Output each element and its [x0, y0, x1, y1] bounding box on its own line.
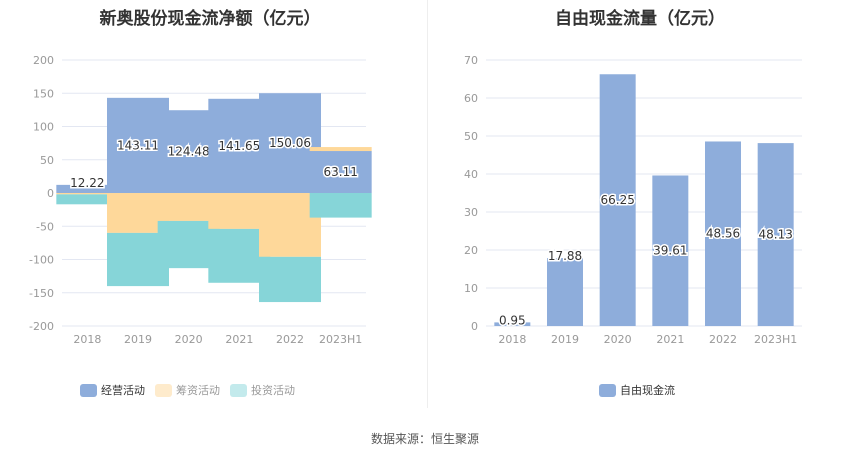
legend-swatch — [80, 383, 97, 397]
legend-item-financing[interactable]: 筹资活动 — [155, 382, 220, 398]
y-tick-label: 30 — [464, 206, 478, 219]
data-label: 124.48 — [168, 145, 210, 159]
x-tick-label: 2019 — [551, 333, 579, 346]
bar-筹资活动 — [56, 193, 119, 195]
y-tick-label: 50 — [464, 130, 478, 143]
data-label: 143.11 — [117, 138, 159, 152]
y-tick-label: -50 — [36, 220, 54, 233]
data-label: 17.88 — [548, 249, 582, 263]
legend-label: 投资活动 — [251, 384, 295, 397]
x-tick-label: 2021 — [656, 333, 684, 346]
y-tick-label: 0 — [47, 187, 54, 200]
y-tick-label: 150 — [33, 87, 54, 100]
bar-筹资活动 — [309, 147, 372, 152]
bar-自由现金流 — [705, 141, 741, 326]
legend-label: 经营活动 — [101, 384, 145, 397]
y-tick-label: -100 — [29, 254, 54, 267]
y-tick-label: 100 — [33, 121, 54, 134]
y-tick-label: 50 — [40, 154, 54, 167]
legend-item-fcf[interactable]: 自由现金流 — [599, 382, 675, 398]
y-tick-label: 200 — [33, 54, 54, 67]
data-label: 63.11 — [323, 165, 357, 179]
divider — [427, 0, 428, 408]
y-tick-label: 40 — [464, 168, 478, 181]
y-tick-label: 20 — [464, 244, 478, 257]
bar-投资活动 — [56, 194, 119, 205]
legend-swatch — [155, 383, 172, 397]
x-tick-label: 2020 — [604, 333, 632, 346]
bar-经营活动 — [56, 184, 119, 193]
bar-自由现金流 — [547, 258, 583, 326]
x-tick-label: 2022 — [276, 333, 304, 346]
x-tick-label: 2020 — [175, 333, 203, 346]
right-chart-title: 自由现金流量（亿元） — [555, 9, 725, 29]
y-tick-label: 10 — [464, 282, 478, 295]
y-tick-label: -200 — [29, 320, 54, 333]
data-label: 48.13 — [758, 228, 792, 242]
data-label: 0.95 — [499, 313, 526, 327]
x-tick-label: 2022 — [709, 333, 737, 346]
right-legend: 自由现金流 — [599, 382, 675, 398]
data-source: 数据来源：恒生聚源 — [370, 432, 479, 446]
x-tick-label: 2023H1 — [319, 333, 362, 346]
x-tick-label: 2018 — [498, 333, 526, 346]
data-label: 12.22 — [70, 176, 104, 190]
x-tick-label: 2021 — [225, 333, 253, 346]
x-tick-label: 2018 — [73, 333, 101, 346]
legend-swatch — [230, 383, 247, 397]
bar-投资活动 — [309, 193, 372, 218]
data-label: 150.06 — [269, 136, 311, 150]
left-chart-title: 新奥股份现金流净额（亿元） — [99, 9, 321, 29]
y-tick-label: 0 — [471, 320, 478, 333]
x-tick-label: 2019 — [124, 333, 152, 346]
data-label: 39.61 — [653, 244, 687, 258]
bar-经营活动 — [309, 151, 372, 193]
bar-投资活动 — [259, 256, 321, 303]
y-tick-label: -150 — [29, 287, 54, 300]
legend-item-investing[interactable]: 投资活动 — [230, 382, 295, 398]
legend-swatch — [599, 383, 616, 397]
x-tick-label: 2023H1 — [754, 333, 797, 346]
y-tick-label: 70 — [464, 54, 478, 67]
data-label: 48.56 — [706, 227, 740, 241]
legend-label: 筹资活动 — [176, 384, 220, 397]
left-legend: 经营活动 筹资活动 投资活动 — [80, 382, 295, 398]
bar-自由现金流 — [652, 175, 689, 326]
data-label: 66.25 — [600, 193, 634, 207]
bar-自由现金流 — [757, 143, 794, 326]
bar-自由现金流 — [494, 322, 531, 326]
legend-item-operating[interactable]: 经营活动 — [80, 382, 145, 398]
data-label: 141.65 — [218, 139, 260, 153]
y-tick-label: 60 — [464, 92, 478, 105]
bar-自由现金流 — [599, 74, 636, 326]
legend-label: 自由现金流 — [620, 384, 675, 397]
